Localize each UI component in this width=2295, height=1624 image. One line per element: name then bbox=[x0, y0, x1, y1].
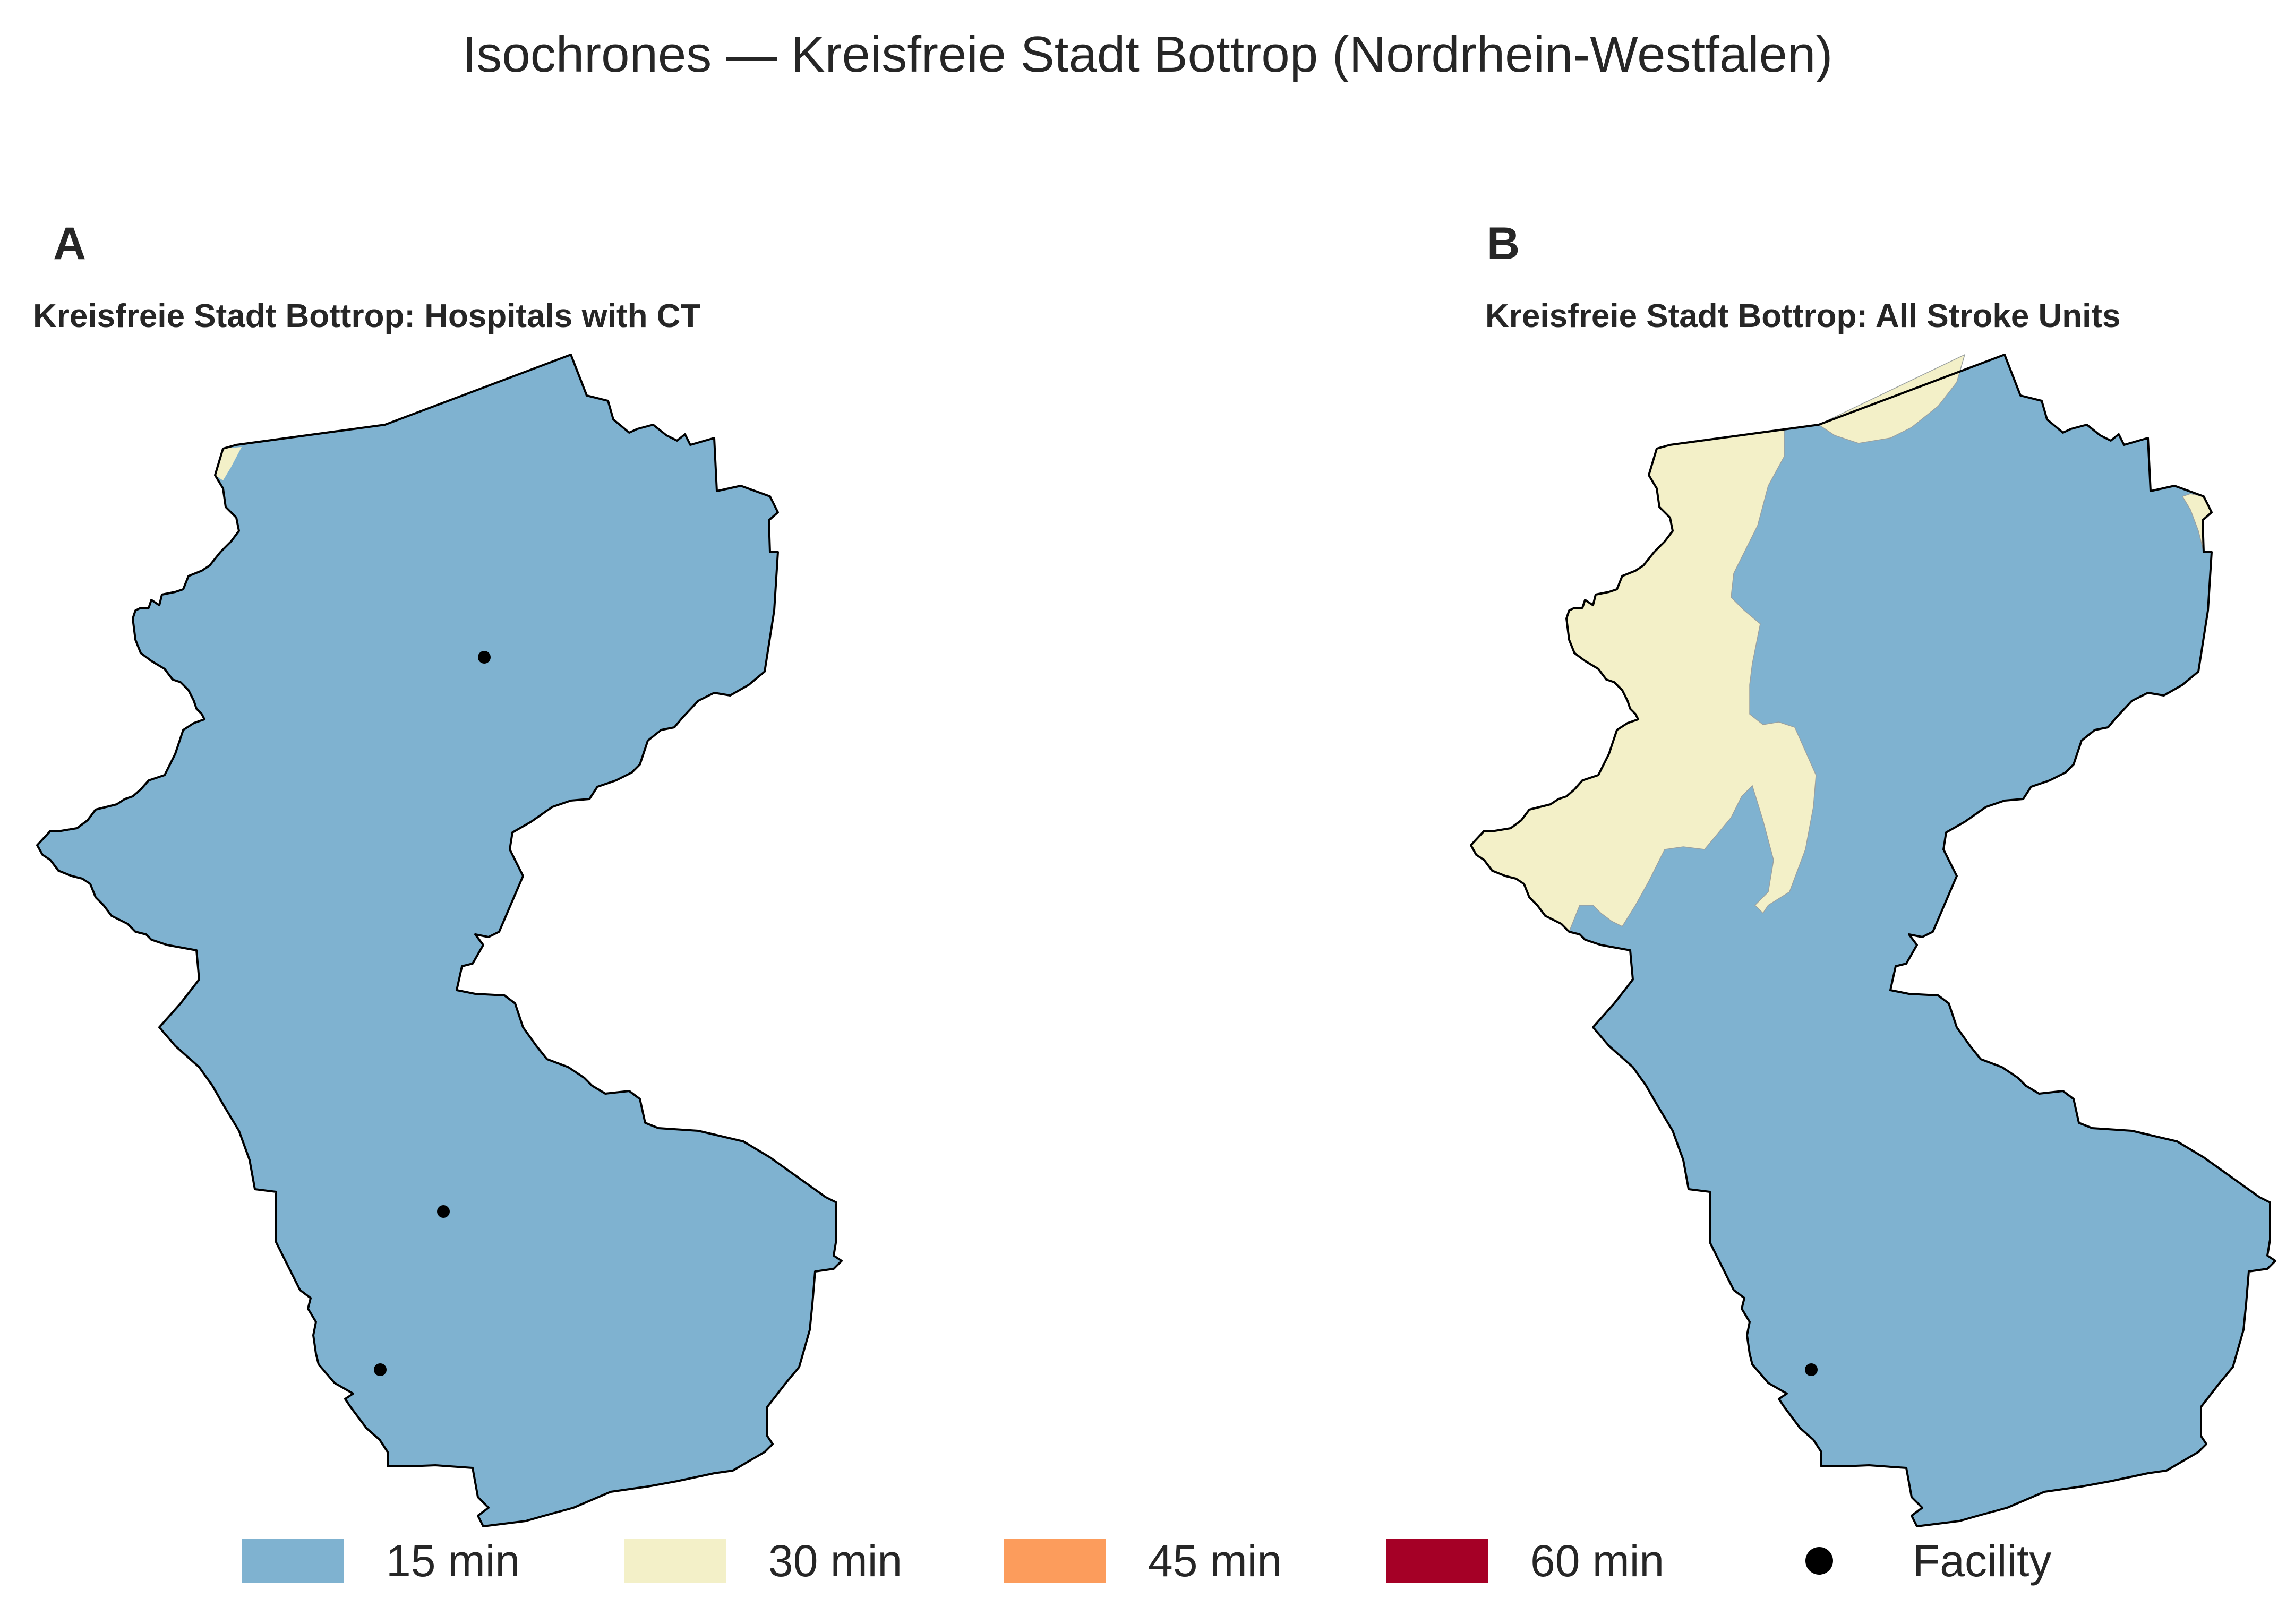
panel-b-letter: B bbox=[1487, 218, 1520, 269]
legend-facility-dot-icon bbox=[1805, 1547, 1833, 1575]
isochrone-30min-region bbox=[1818, 354, 1966, 444]
facility-marker bbox=[478, 651, 491, 664]
panel-b-title: Kreisfreie Stadt Bottrop: All Stroke Uni… bbox=[1485, 298, 2121, 334]
legend-label-30min: 30 min bbox=[768, 1535, 903, 1586]
facility-marker bbox=[1805, 1363, 1818, 1376]
isochrone-15min-region bbox=[1471, 355, 2275, 1526]
facility-marker bbox=[437, 1205, 450, 1218]
isochrone-15min-region bbox=[37, 355, 842, 1526]
legend-swatch-45min bbox=[1004, 1539, 1106, 1583]
panel-a-map bbox=[36, 354, 843, 1527]
panel-a-title: Kreisfreie Stadt Bottrop: Hospitals with… bbox=[33, 298, 701, 334]
legend-label-facility: Facility bbox=[1913, 1535, 2052, 1586]
legend-label-45min: 45 min bbox=[1148, 1535, 1282, 1586]
legend-swatch-30min bbox=[624, 1539, 726, 1583]
legend: 15 min 30 min 45 min 60 min Facility bbox=[0, 1529, 2295, 1609]
legend-item-30min: 30 min bbox=[624, 1529, 902, 1593]
legend-swatch-60min bbox=[1386, 1539, 1488, 1583]
panel-b-map bbox=[1470, 354, 2276, 1527]
legend-swatch-15min bbox=[242, 1539, 344, 1583]
legend-item-15min: 15 min bbox=[242, 1529, 520, 1593]
legend-item-60min: 60 min bbox=[1386, 1529, 1664, 1593]
legend-item-45min: 45 min bbox=[1004, 1529, 1282, 1593]
figure-title: Isochrones — Kreisfreie Stadt Bottrop (N… bbox=[462, 26, 1833, 83]
legend-label-60min: 60 min bbox=[1530, 1535, 1665, 1586]
facility-marker bbox=[374, 1363, 387, 1376]
legend-item-facility: Facility bbox=[1768, 1529, 2051, 1593]
panel-a-letter: A bbox=[53, 218, 87, 269]
legend-label-15min: 15 min bbox=[386, 1535, 520, 1586]
